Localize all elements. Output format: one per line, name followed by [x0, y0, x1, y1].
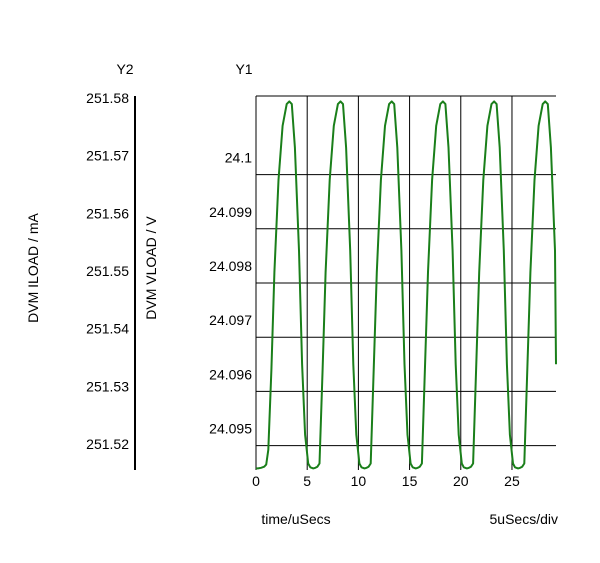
y2-tick-label: 251.57: [86, 148, 129, 164]
x-tick-label: 15: [402, 473, 418, 489]
x-tick-label: 25: [504, 473, 520, 489]
x-tick-label: 20: [453, 473, 469, 489]
series-line-0: [256, 100, 557, 470]
x-tick-label: 0: [252, 473, 260, 489]
series-group: [256, 100, 557, 470]
plot-grid: [255, 95, 556, 470]
y2-tick-label: 251.58: [86, 90, 129, 106]
y1-tick-label: 24.099: [209, 204, 252, 220]
y1-axis-label: DVM VLOAD / V: [143, 216, 159, 320]
y2-tick-label: 251.54: [86, 321, 129, 337]
x-division-label: 5uSecs/div: [490, 511, 558, 527]
y1-tick-label: 24.098: [209, 258, 252, 274]
y2-tick-label: 251.53: [86, 378, 129, 394]
y1-tick-label: 24.097: [209, 312, 252, 328]
y1-tick-label: 24.1: [225, 150, 252, 166]
y2-axis-name: Y2: [116, 61, 133, 77]
y2-tick-label: 251.56: [86, 205, 129, 221]
y2-tick-label: 251.52: [86, 436, 129, 452]
y1-tick-label: 24.096: [209, 366, 252, 382]
x-tick-labels: 0 5 10 15 20 25: [252, 473, 520, 489]
y2-tick-label: 251.55: [86, 263, 129, 279]
y1-axis-name: Y1: [235, 61, 252, 77]
x-tick-label: 10: [351, 473, 367, 489]
x-tick-label: 5: [303, 473, 311, 489]
y1-tick-labels: 24.095 24.096 24.097 24.098 24.099 24.1: [209, 150, 252, 437]
y1-tick-label: 24.095: [209, 421, 252, 437]
y2-axis-label: DVM ILOAD / mA: [25, 212, 41, 322]
x-axis-label: time/uSecs: [261, 511, 330, 527]
y2-axis: 251.52 251.53 251.54 251.55 251.56 251.57 251.…: [86, 90, 136, 470]
